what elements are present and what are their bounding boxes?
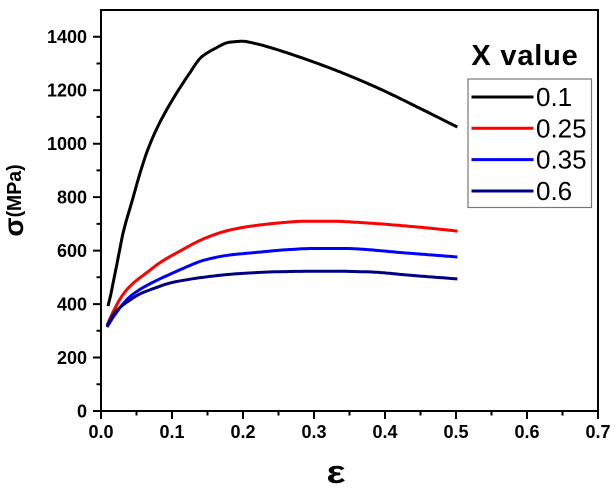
- svg-text:0.1: 0.1: [159, 422, 184, 442]
- svg-text:1400: 1400: [47, 27, 87, 47]
- svg-text:0.0: 0.0: [88, 422, 113, 442]
- svg-text:0.25: 0.25: [536, 113, 587, 143]
- svg-text:0.6: 0.6: [536, 176, 572, 206]
- svg-text:600: 600: [57, 241, 87, 261]
- svg-text:ε: ε: [327, 454, 346, 490]
- svg-text:0.4: 0.4: [372, 422, 397, 442]
- svg-text:0.35: 0.35: [536, 145, 587, 175]
- svg-text:0.1: 0.1: [536, 82, 572, 112]
- svg-text:200: 200: [57, 348, 87, 368]
- svg-text:σ(MPa): σ(MPa): [0, 164, 29, 236]
- svg-text:0.2: 0.2: [230, 422, 255, 442]
- svg-text:800: 800: [57, 188, 87, 208]
- svg-text:0: 0: [77, 402, 87, 422]
- svg-text:1000: 1000: [47, 134, 87, 154]
- svg-text:0.3: 0.3: [301, 422, 326, 442]
- svg-text:X value: X value: [471, 40, 578, 72]
- svg-text:1200: 1200: [47, 81, 87, 101]
- svg-text:400: 400: [57, 295, 87, 315]
- svg-text:0.5: 0.5: [443, 422, 468, 442]
- svg-text:0.6: 0.6: [514, 422, 539, 442]
- svg-text:0.7: 0.7: [585, 422, 610, 442]
